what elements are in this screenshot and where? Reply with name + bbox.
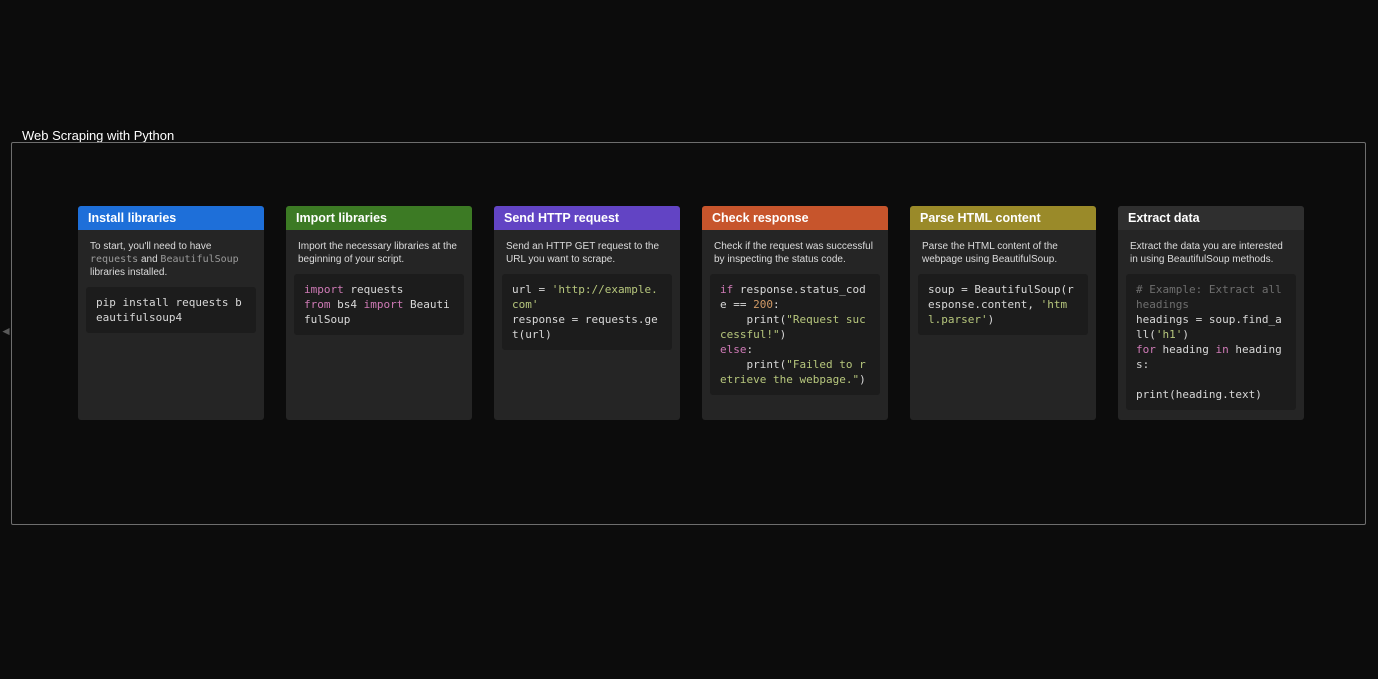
code-token: response.status_code == [720,283,866,311]
code-token: ) [988,313,995,326]
code-token: 200 [753,298,773,311]
code-block: # Example: Extract all headings headings… [1126,274,1296,410]
code-token: import [304,283,344,296]
step-card-description: To start, you'll need to have requests a… [78,230,264,287]
step-card: Extract dataExtract the data you are int… [1118,206,1304,420]
step-card-description: Extract the data you are interested in u… [1118,230,1304,274]
code-token: bs4 [331,298,364,311]
inline-code: BeautifulSoup [160,254,238,265]
step-card-description: Send an HTTP GET request to the URL you … [494,230,680,274]
code-token: 'h1' [1156,328,1183,341]
step-card: Parse HTML contentParse the HTML content… [910,206,1096,420]
code-token: import [364,298,404,311]
step-card-header: Extract data [1118,206,1304,230]
code-token: # Example: Extract all headings [1136,283,1288,311]
code-token: ) [1182,328,1189,341]
code-token: from [304,298,331,311]
code-token: if [720,283,733,296]
nav-arrow-left-icon[interactable]: ◄ [0,326,10,336]
step-card-header: Send HTTP request [494,206,680,230]
step-card-header: Import libraries [286,206,472,230]
step-card-header: Parse HTML content [910,206,1096,230]
code-token: heading [1156,343,1216,356]
code-block: soup = BeautifulSoup(response.content, '… [918,274,1088,335]
step-card-description: Check if the request was successful by i… [702,230,888,274]
code-token: for [1136,343,1156,356]
code-block: url = 'http://example.com' response = re… [502,274,672,350]
code-token: ) [859,373,866,386]
page-title: Web Scraping with Python [22,128,174,143]
step-card-description: Import the necessary libraries at the be… [286,230,472,274]
code-block: import requests from bs4 import Beautifu… [294,274,464,335]
step-card: Import librariesImport the necessary lib… [286,206,472,420]
code-token: in [1215,343,1228,356]
code-token: response = requests.get(url) [512,313,658,341]
step-card-header: Install libraries [78,206,264,230]
code-token: url = [512,283,552,296]
cards-row: Install librariesTo start, you'll need t… [78,206,1304,420]
inline-code: requests [90,254,138,265]
step-card-header: Check response [702,206,888,230]
step-card-description: Parse the HTML content of the webpage us… [910,230,1096,274]
step-card: Check responseCheck if the request was s… [702,206,888,420]
step-card: Send HTTP requestSend an HTTP GET reques… [494,206,680,420]
code-token: pip install requests beautifulsoup4 [96,296,242,324]
code-token: else [720,343,747,356]
code-token: ) [780,328,787,341]
code-block: if response.status_code == 200: print("R… [710,274,880,395]
step-card: Install librariesTo start, you'll need t… [78,206,264,420]
code-block: pip install requests beautifulsoup4 [86,287,256,333]
code-token: requests [344,283,404,296]
